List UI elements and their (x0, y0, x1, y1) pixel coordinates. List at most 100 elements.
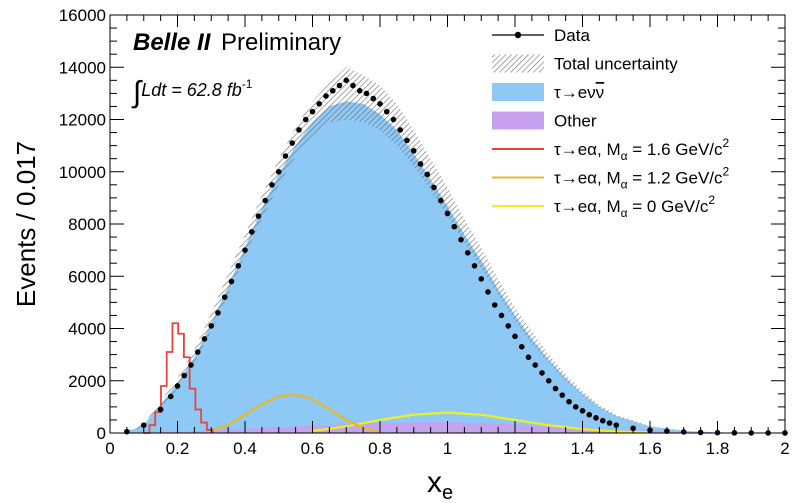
data-point (343, 77, 350, 84)
legend-entry: τ→eνν (492, 83, 604, 102)
y-tick-label: 8000 (68, 215, 106, 234)
y-tick-label: 16000 (59, 6, 106, 25)
data-point (188, 362, 194, 368)
data-point (444, 210, 451, 217)
y-tick-label: 10000 (59, 163, 106, 182)
legend-label-overline: ν (596, 83, 605, 102)
legend-label-text: τ→eα, M (554, 197, 621, 216)
x-tick-label: 0.4 (233, 439, 257, 458)
data-point (282, 153, 289, 159)
y-tick-label: 6000 (68, 267, 106, 286)
legend-entry: τ→eα, Mα = 0 GeV/c2 (492, 193, 715, 220)
experiment-status: Preliminary (221, 29, 341, 56)
legend-entry: Total uncertainty (492, 54, 678, 74)
legend-entry: τ→eα, Mα = 1.2 GeV/c2 (492, 165, 730, 192)
legend-hatch-swatch (492, 54, 544, 73)
signal-m0-line (312, 411, 651, 434)
data-point (464, 249, 471, 256)
integral-sign: ∫ (131, 76, 143, 109)
legend-label: Total uncertainty (554, 55, 678, 74)
data-point (431, 184, 437, 191)
legend-label-text: = 1.6 GeV/c (628, 140, 723, 159)
data-point (336, 82, 343, 89)
data-point (545, 377, 552, 384)
x-tick-label: 1.2 (503, 439, 527, 458)
luminosity-exponent: -1 (242, 77, 253, 91)
data-point (593, 415, 599, 421)
data-point (424, 171, 431, 178)
data-point (356, 87, 363, 94)
data-point (194, 349, 201, 355)
legend-label-superscript: 2 (708, 193, 715, 207)
data-point (485, 289, 491, 295)
data-point (518, 343, 525, 350)
data-point (566, 398, 572, 405)
signal-m12-line (210, 393, 381, 433)
legend-label-text: = 1.2 GeV/c (628, 169, 723, 188)
data-point (586, 411, 593, 418)
data-point (417, 161, 424, 167)
data-point (140, 422, 147, 428)
data-point (451, 223, 458, 230)
data-point (174, 383, 181, 389)
experiment-label: Belle II Preliminary (133, 29, 341, 56)
legend-label-subscript: α (621, 178, 628, 192)
data-point (606, 420, 613, 426)
data-point (377, 101, 383, 107)
data-point (613, 422, 620, 428)
data-point (302, 116, 309, 123)
data-point (181, 372, 188, 379)
legend-label: Data (554, 26, 590, 45)
data-point (505, 323, 512, 329)
data-point (498, 312, 505, 319)
data-point (309, 108, 316, 115)
legend-entry: τ→eα, Mα = 1.6 GeV/c2 (492, 136, 730, 163)
experiment-name: Belle II (133, 29, 212, 56)
data-point (370, 95, 377, 102)
data-point (397, 127, 404, 133)
x-axis-label-sub: e (442, 482, 453, 503)
data-point (410, 148, 417, 154)
y-tick-label: 0 (97, 424, 106, 443)
plot-area (124, 67, 788, 436)
data-point (275, 168, 282, 175)
x-tick-label: 0.8 (368, 439, 392, 458)
data-point (221, 294, 228, 300)
x-tick-label: 1 (443, 439, 452, 458)
legend-label: τ→eα, Mα = 0 GeV/c2 (554, 193, 715, 220)
data-point (228, 278, 235, 285)
legend-data-marker (514, 31, 522, 39)
data-point (552, 385, 559, 392)
legend-label: τ→eα, Mα = 1.2 GeV/c2 (554, 165, 730, 192)
data-point (390, 116, 397, 123)
data-point (208, 323, 215, 329)
x-tick-label: 1.6 (638, 439, 662, 458)
x-tick-label: 1.8 (706, 439, 730, 458)
data-point (525, 354, 532, 361)
data-point (248, 229, 255, 235)
data-point (296, 127, 302, 133)
legend-fill-swatch (492, 83, 544, 101)
legend-label-superscript: 2 (723, 136, 730, 150)
y-axis-label: Events / 0.017 (11, 141, 41, 307)
legend-label-text: τ→eν (554, 83, 596, 102)
y-tick-label: 12000 (59, 111, 106, 130)
x-tick-label: 1.4 (571, 439, 595, 458)
luminosity-label: ∫Ldt = 62.8 fb-1 (131, 76, 253, 109)
legend-label-subscript: α (621, 149, 628, 163)
data-point (329, 87, 336, 94)
legend-label: τ→eα, Mα = 1.6 GeV/c2 (554, 136, 730, 163)
data-point (201, 336, 208, 342)
data-point (599, 417, 606, 424)
x-tick-label: 2 (780, 439, 789, 458)
data-point (404, 137, 410, 144)
data-point (512, 333, 518, 340)
y-tick-label: 4000 (68, 320, 106, 339)
data-point (437, 197, 444, 204)
legend-label-text: = 0 GeV/c (628, 197, 709, 216)
x-axis-label-main: x (427, 466, 442, 499)
x-tick-label: 0 (105, 439, 114, 458)
data-point (269, 182, 275, 188)
data-point (478, 276, 485, 282)
